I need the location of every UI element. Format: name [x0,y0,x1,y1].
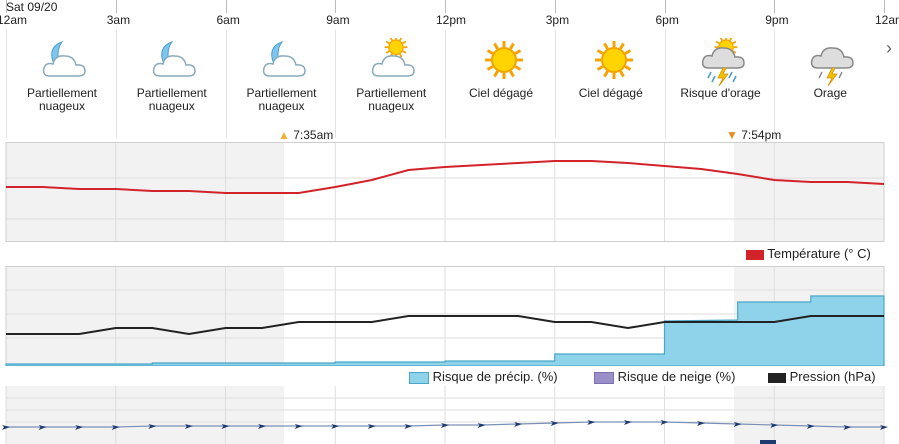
thunderstorm-chance-icon [699,35,749,87]
wind-legend-swatch [760,440,776,444]
hour-label: 9am [326,13,350,27]
forecast-period: Partiellement nuageux [115,30,227,138]
partly-cloudy-night-icon [260,38,310,82]
wind-direction-icon [550,421,559,426]
forecast-label: Partiellement nuageux [26,86,98,113]
sunset: ▼ 7:54pm [726,128,781,142]
wind-direction-icon [660,420,669,425]
hour-tick [774,0,776,13]
forecast-period: Partiellement nuageux [6,30,117,138]
forecast-period: Partiellement nuageux [225,30,337,138]
wind-direction-icon [294,424,303,429]
forecast-label: Orage [813,86,847,100]
sunset-time: 7:54pm [741,128,782,142]
forecast-period: Partiellement nuageux [335,30,446,138]
wind-direction-icon [404,424,413,429]
forecast-label: Partiellement nuageux [136,86,207,113]
forecast-label: Partiellement nuageux [356,86,427,113]
temperature-legend-label: Température (° C) [767,246,871,261]
forecast-label: Partiellement nuageux [246,86,317,113]
night-shade [6,386,285,444]
sunrise-icon: ▲ [278,128,290,142]
night-shade [6,266,285,366]
wind-direction-icon [843,425,852,430]
wind-direction-icon [258,424,267,429]
precip-area [5,295,885,366]
precip-legend-label: Risque de précip. (%) [432,369,558,384]
wind-direction-icon [806,424,815,429]
wind-direction-icon [75,425,84,430]
pressure-legend: Pression (hPa) [768,369,876,384]
wind-direction-icon [733,422,742,427]
precip-legend: Risque de précip. (%) [409,369,558,384]
forecast-period: Ciel dégagé [445,30,556,138]
temperature-swatch [746,249,764,260]
precip-pressure-chart [5,266,885,366]
hour-label: 3am [106,13,131,27]
forecast-period: Orage [774,30,885,138]
next-chevron-icon[interactable]: › [886,38,892,58]
sun-icon [479,38,529,82]
temperature-legend: Température (° C) [746,246,871,261]
forecast-label: Risque d'orage [680,86,761,100]
forecast-label: Ciel dégagé [468,86,534,100]
forecast-period: Risque d'orage [664,30,776,138]
wind-direction-icon [477,423,486,428]
hour-tick [225,0,227,13]
wind-direction-icon [148,424,157,429]
hour-tick [884,0,885,13]
partly-cloudy-night-icon [40,38,90,82]
partly-cloudy-day-icon [369,35,419,82]
hour-tick [445,0,446,13]
hour-label: 12am [0,13,28,27]
hour-label: 6pm [655,13,679,27]
wind-direction-icon [514,422,523,427]
snow-legend-label: Risque de neige (%) [617,369,736,384]
wind-direction-icon [697,421,706,426]
sun-icon [589,38,639,82]
partly-cloudy-night-icon [150,38,200,82]
wind-direction-icon [441,423,449,428]
pressure-swatch [768,372,786,383]
hour-tick [115,0,117,13]
wind-direction-icon [623,420,632,425]
hour-tick [554,0,556,13]
wind-chart [2,386,888,444]
hour-tick [335,0,337,13]
hour-label: 3pm [545,13,570,27]
wind-direction-icon [770,423,779,428]
forecast-date: Sat 09/20 [6,0,58,14]
wind-direction-icon [331,424,340,429]
night-shade [734,386,884,444]
temperature-chart [5,142,885,242]
hour-label: 9pm [765,13,789,27]
hour-label: 12pm [436,13,467,27]
wind-direction-icon [367,424,376,429]
wind-direction-icon [221,424,230,429]
wind-direction-icon [38,425,47,430]
hour-tick [6,0,7,13]
hour-label: 12am [875,13,899,27]
forecast-label: Ciel dégagé [578,86,643,100]
precip-swatch [409,371,429,384]
thunderstorm-icon [808,38,858,87]
wind-direction-icon [880,425,888,430]
night-shade [734,142,884,242]
snow-legend: Risque de neige (%) [594,369,735,384]
wind-direction-icon [2,425,10,430]
wind-direction-icon [587,420,596,425]
forecast-period: Ciel dégagé [554,30,666,138]
wind-direction-icon [184,424,193,429]
wind-direction-icon [111,425,120,430]
sunset-icon: ▼ [726,128,738,142]
pressure-legend-label: Pression (hPa) [789,369,876,384]
sunrise: ▲ 7:35am [278,128,333,142]
hour-tick [664,0,666,13]
sunrise-time: 7:35am [293,128,334,142]
hour-label: 6am [216,13,240,27]
plot-frame [5,142,885,242]
snow-swatch [594,371,614,384]
temperature-line [6,160,885,194]
pressure-line [6,315,884,336]
